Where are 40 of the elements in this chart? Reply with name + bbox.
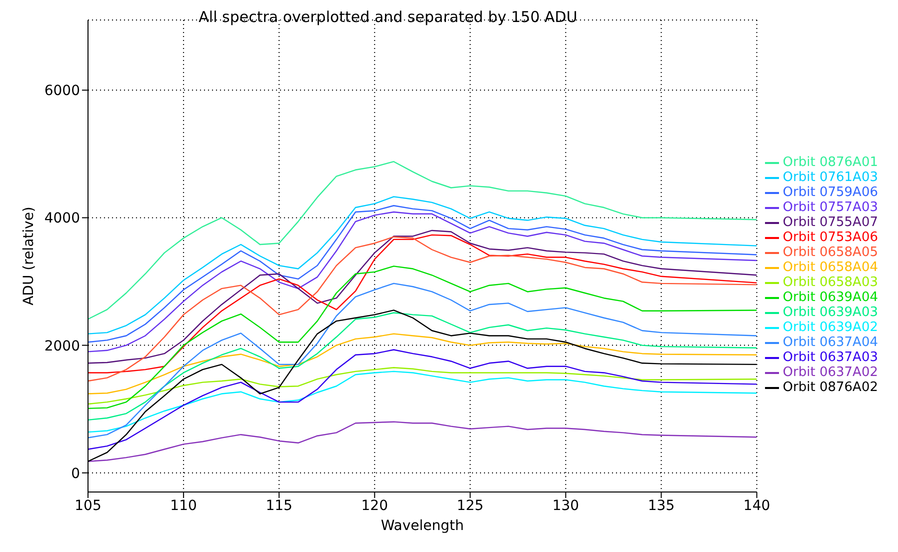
- x-tick-label: 115: [266, 498, 292, 514]
- line-series: [88, 349, 757, 450]
- x-tick-label: 120: [361, 498, 388, 514]
- legend-label: Orbit 0658A05: [782, 245, 878, 260]
- y-tick-label: 2000: [44, 338, 80, 354]
- x-tick-label: 135: [648, 498, 675, 514]
- x-tick-label: 130: [552, 498, 580, 514]
- y-tick-label: 6000: [44, 83, 80, 100]
- legend-label: Orbit 0761A03: [782, 170, 878, 185]
- legend-label: Orbit 0637A04: [782, 335, 878, 350]
- legend-label: Orbit 0876A02: [782, 380, 878, 395]
- legend-label: Orbit 0639A03: [782, 305, 878, 320]
- x-tick-label: 125: [456, 498, 484, 514]
- x-tick-label: 140: [743, 498, 770, 514]
- x-tick-label: 105: [74, 498, 102, 514]
- chart-title: All spectra overplotted and separated by 150 ADU: [198, 8, 578, 26]
- line-series: [88, 161, 757, 320]
- x-axis-title: Wavelength: [380, 518, 464, 534]
- line-series: [88, 266, 757, 410]
- y-axis-title: ADU (relative): [20, 206, 37, 306]
- legend-label: Orbit 0876A01: [782, 155, 878, 170]
- line-series: [88, 367, 757, 405]
- line-series: [88, 421, 757, 462]
- legend-label: Orbit 0757A03: [782, 200, 878, 215]
- x-tick-label: 110: [170, 498, 197, 514]
- line-series: [88, 370, 757, 433]
- line-series: [88, 282, 757, 438]
- line-series: [88, 333, 757, 394]
- legend-label: Orbit 0658A04: [782, 260, 878, 275]
- legend-label: Orbit 0755A07: [782, 215, 878, 230]
- legend-label: Orbit 0658A03: [782, 275, 878, 290]
- legend-label: Orbit 0639A04: [782, 290, 878, 305]
- legend-label: Orbit 0753A06: [782, 230, 878, 245]
- legend-label: Orbit 0637A03: [782, 350, 878, 365]
- line-series: [88, 312, 757, 421]
- y-tick-label: 4000: [44, 210, 80, 227]
- legend-label: Orbit 0639A02: [782, 320, 878, 335]
- legend-label: Orbit 0759A06: [782, 185, 878, 200]
- legend-label: Orbit 0637A02: [782, 365, 878, 380]
- y-tick-label: 0: [71, 466, 80, 482]
